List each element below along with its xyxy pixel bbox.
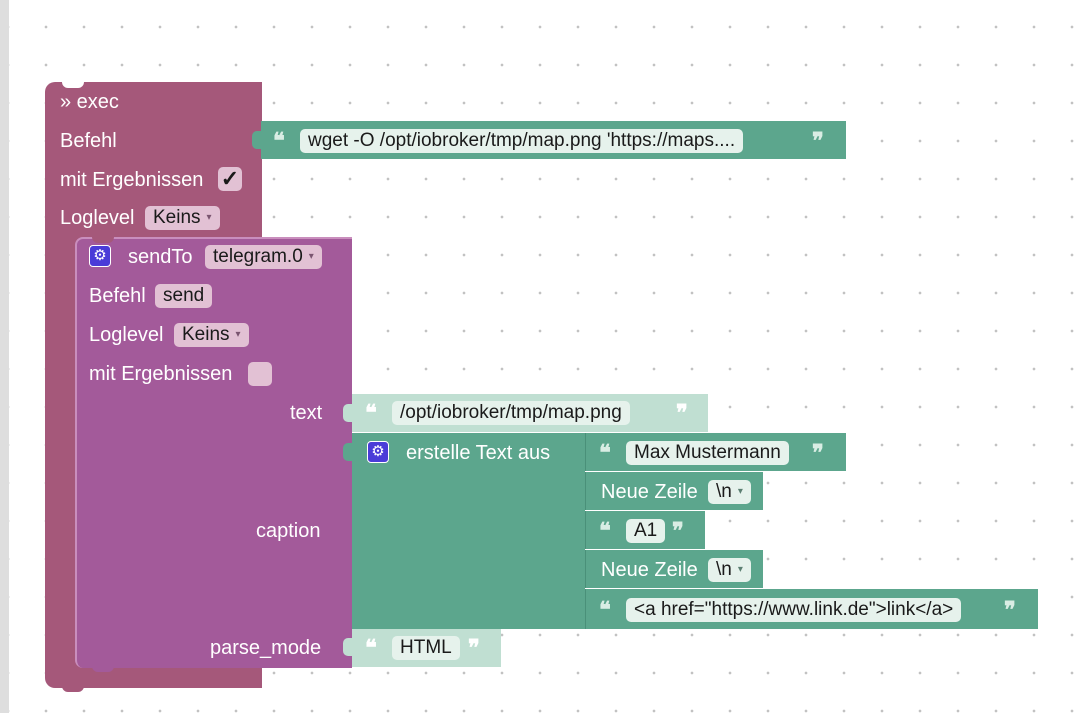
sendto-loglevel-value: Keins bbox=[182, 324, 230, 346]
dropdown-arrow-icon: ▾ bbox=[206, 212, 212, 223]
exec-loglevel-value: Keins bbox=[153, 207, 201, 229]
exec-befehl-label: Befehl bbox=[60, 130, 117, 152]
command-string-field[interactable]: wget -O /opt/iobroker/tmp/map.png 'https… bbox=[300, 129, 744, 153]
sendto-loglevel-dropdown[interactable]: Keins ▾ bbox=[174, 323, 249, 347]
sendto-block[interactable] bbox=[75, 237, 352, 668]
checkmark-icon: ✓ bbox=[220, 166, 240, 191]
dropdown-arrow-icon: ▾ bbox=[737, 564, 743, 575]
text-string-value: /opt/iobroker/tmp/map.png bbox=[400, 402, 622, 423]
close-quote-icon: ❞ bbox=[672, 518, 684, 544]
dropdown-arrow-icon: ▾ bbox=[737, 486, 743, 497]
sendto-instance-value: telegram.0 bbox=[213, 246, 303, 268]
dropdown-arrow-icon: ▾ bbox=[235, 329, 241, 340]
close-quote-icon: ❞ bbox=[676, 400, 688, 426]
parse-mode-value: HTML bbox=[400, 637, 452, 658]
close-quote-icon: ❞ bbox=[1004, 597, 1016, 623]
join-newline-1-value: \n bbox=[716, 481, 732, 503]
close-quote-icon: ❞ bbox=[812, 440, 824, 466]
open-quote-icon: ❝ bbox=[273, 128, 285, 154]
sendto-title: sendTo bbox=[128, 246, 193, 268]
join-newline-2-value: \n bbox=[716, 559, 732, 581]
join-item-5-value: <a href="https://www.link.de">link</a> bbox=[634, 599, 954, 620]
workspace-left-edge bbox=[0, 0, 9, 713]
parse-mode-connector bbox=[343, 638, 352, 656]
text-string-connector bbox=[343, 404, 352, 422]
join-item-3-value: A1 bbox=[634, 520, 658, 541]
command-string-value: wget -O /opt/iobroker/tmp/map.png 'https… bbox=[308, 130, 736, 151]
exec-loglevel-label: Loglevel bbox=[60, 207, 135, 229]
open-quote-icon: ❝ bbox=[599, 440, 611, 466]
close-quote-icon: ❞ bbox=[468, 635, 480, 661]
exec-title: » exec bbox=[60, 91, 119, 113]
exec-block-top-notch bbox=[62, 82, 84, 88]
sendto-befehl-label: Befehl bbox=[89, 285, 146, 307]
sendto-mit-ergebnissen-checkbox[interactable] bbox=[248, 362, 272, 386]
sendto-block-top-notch bbox=[92, 237, 114, 243]
join-item-1-value: Max Mustermann bbox=[634, 442, 781, 463]
sendto-text-label: text bbox=[290, 402, 323, 424]
sendto-befehl-field[interactable]: send bbox=[155, 284, 213, 308]
sendto-instance-dropdown[interactable]: telegram.0 ▾ bbox=[205, 245, 322, 269]
join-item-5-field[interactable]: <a href="https://www.link.de">link</a> bbox=[626, 598, 962, 622]
text-join-title: erstelle Text aus bbox=[406, 442, 551, 464]
join-newline-2-dropdown[interactable]: \n ▾ bbox=[708, 558, 751, 582]
exec-block-bottom-bump bbox=[62, 686, 84, 692]
open-quote-icon: ❝ bbox=[599, 518, 611, 544]
text-join-gear-icon[interactable]: ⚙ bbox=[367, 441, 389, 463]
join-item-1-field[interactable]: Max Mustermann bbox=[626, 441, 789, 465]
command-string-connector bbox=[252, 131, 261, 149]
open-quote-icon: ❝ bbox=[599, 597, 611, 623]
sendto-loglevel-label: Loglevel bbox=[89, 324, 164, 346]
exec-mit-ergebnissen-checkbox[interactable]: ✓ bbox=[218, 167, 242, 191]
join-newline-2-label: Neue Zeile bbox=[601, 559, 698, 581]
parse-mode-field[interactable]: HTML bbox=[392, 636, 460, 660]
sendto-befehl-value: send bbox=[163, 285, 205, 306]
sendto-block-bottom-bump bbox=[92, 666, 114, 672]
sendto-mit-ergebnissen-label: mit Ergebnissen bbox=[89, 363, 233, 385]
text-join-block[interactable] bbox=[352, 433, 585, 629]
sendto-gear-icon[interactable]: ⚙ bbox=[89, 245, 111, 267]
dropdown-arrow-icon: ▾ bbox=[308, 251, 314, 262]
close-quote-icon: ❞ bbox=[812, 128, 824, 154]
join-item-3-field[interactable]: A1 bbox=[626, 519, 666, 543]
join-newline-1-dropdown[interactable]: \n ▾ bbox=[708, 480, 751, 504]
open-quote-icon: ❝ bbox=[365, 400, 377, 426]
text-string-field[interactable]: /opt/iobroker/tmp/map.png bbox=[392, 401, 630, 425]
sendto-parse-mode-label: parse_mode bbox=[210, 637, 322, 659]
sendto-caption-label: caption bbox=[256, 520, 321, 542]
exec-mit-ergebnissen-label: mit Ergebnissen bbox=[60, 169, 204, 191]
text-join-connector bbox=[343, 443, 352, 461]
exec-loglevel-dropdown[interactable]: Keins ▾ bbox=[145, 206, 220, 230]
join-newline-1-label: Neue Zeile bbox=[601, 481, 698, 503]
open-quote-icon: ❝ bbox=[365, 635, 377, 661]
